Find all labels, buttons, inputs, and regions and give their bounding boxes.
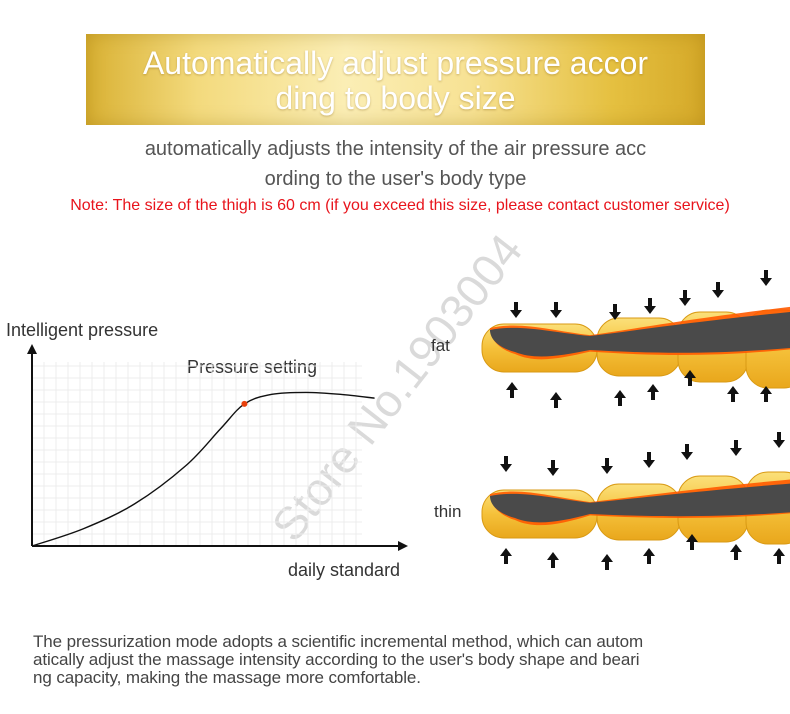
pressure-setting-annotation: Pressure setting bbox=[187, 357, 318, 377]
chart-grid bbox=[32, 362, 362, 546]
pressure-arrow-down bbox=[643, 452, 655, 468]
title-banner bbox=[86, 34, 705, 125]
pressure-chart bbox=[27, 344, 408, 551]
pressure-arrow-up bbox=[686, 534, 698, 550]
x-axis-arrow bbox=[398, 541, 408, 551]
pressure-arrow-up bbox=[601, 554, 613, 570]
pressure-arrow-down bbox=[510, 302, 522, 318]
pressure-setting-point bbox=[241, 400, 248, 407]
pressure-arrow-down bbox=[547, 460, 559, 476]
pressure-arrow-down bbox=[609, 304, 621, 320]
leg-label-fat: fat bbox=[431, 336, 450, 355]
y-axis-arrow bbox=[27, 344, 37, 354]
size-note: Note: The size of the thigh is 60 cm (if… bbox=[70, 197, 730, 214]
pressure-arrow-up bbox=[760, 386, 772, 402]
leg-label-thin: thin bbox=[434, 502, 462, 521]
pressure-arrow-up bbox=[506, 382, 518, 398]
pressure-arrow-up bbox=[773, 548, 785, 564]
pressure-arrow-up bbox=[727, 386, 739, 402]
pressure-arrow-down bbox=[760, 270, 772, 286]
pressure-arrow-up bbox=[614, 390, 626, 406]
pressure-arrow-down bbox=[773, 432, 785, 448]
pressure-arrow-up bbox=[643, 548, 655, 564]
x-axis-label: daily standard bbox=[288, 560, 401, 580]
pressure-arrow-down bbox=[730, 440, 742, 456]
pressure-arrow-up bbox=[647, 384, 659, 400]
pressure-arrow-down bbox=[601, 458, 613, 474]
pressure-arrow-down bbox=[712, 282, 724, 298]
leg-core bbox=[490, 312, 790, 357]
pressure-arrow-down bbox=[644, 298, 656, 314]
pressure-arrow-down bbox=[681, 444, 693, 460]
pressure-arrow-down bbox=[500, 456, 512, 472]
pressure-arrow-down bbox=[550, 302, 562, 318]
y-axis-label: Intelligent pressure bbox=[6, 320, 159, 340]
pressure-arrow-up bbox=[550, 392, 562, 408]
pressure-arrow-up bbox=[500, 548, 512, 564]
pressure-arrow-up bbox=[547, 552, 559, 568]
banner-title: Automatically adjust pressure accor ding… bbox=[142, 45, 649, 116]
pressure-arrow-up bbox=[730, 544, 742, 560]
pressure-arrow-up bbox=[684, 370, 696, 386]
leg-core bbox=[490, 483, 790, 523]
pressure-curve bbox=[31, 391, 375, 547]
legs-illustration bbox=[481, 270, 790, 570]
leg-fat bbox=[481, 270, 790, 408]
leg-thin bbox=[481, 432, 790, 570]
pressure-arrow-down bbox=[679, 290, 691, 306]
subtitle: automatically adjusts the intensity of t… bbox=[144, 138, 647, 190]
description-text: The pressurization mode adopts a scienti… bbox=[33, 632, 644, 687]
